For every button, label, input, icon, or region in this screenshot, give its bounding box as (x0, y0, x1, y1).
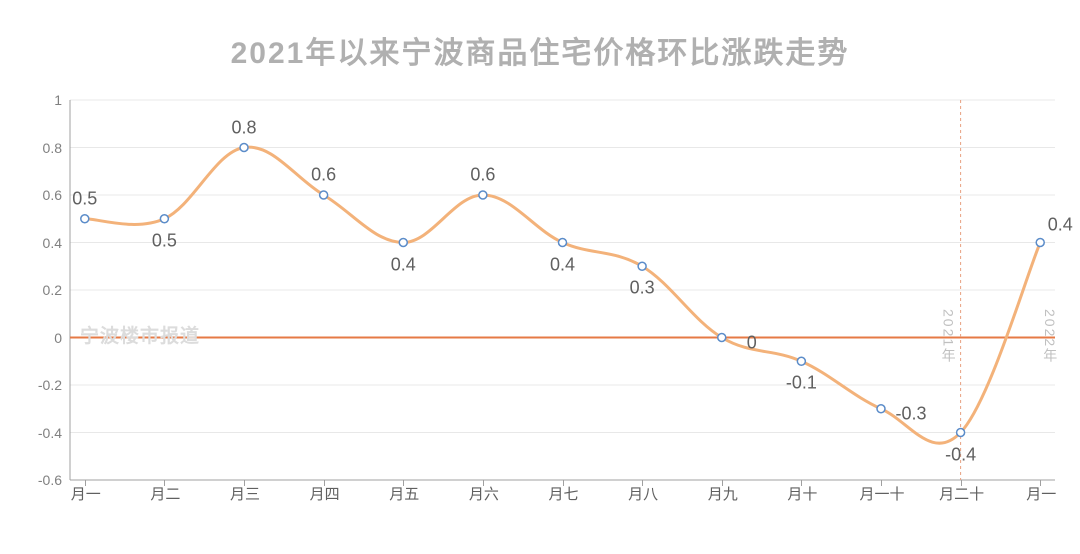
x-tick-label: 四月 (309, 486, 339, 501)
y-tick-label: 0.6 (43, 187, 62, 203)
chart-title: 2021年以来宁波商品住宅价格环比涨跌走势 (20, 10, 1060, 82)
x-tick-label: 十月 (786, 486, 816, 501)
data-label: 0.6 (311, 165, 336, 186)
data-label: 0.8 (232, 117, 257, 138)
data-label: 0.5 (152, 230, 177, 251)
y-tick-label: 0 (54, 330, 62, 346)
data-label: 0.4 (1048, 214, 1073, 235)
y-tick-label: -0.6 (38, 472, 62, 488)
x-tick-label: 三月 (229, 486, 259, 501)
data-label: -0.4 (945, 444, 976, 465)
x-tick-label: 一月 (70, 486, 100, 501)
x-tick-label: 七月 (548, 486, 578, 501)
x-tick-label: 八月 (627, 486, 657, 501)
y-tick-label: 1 (54, 92, 62, 108)
y-tick-label: 0.2 (43, 282, 62, 298)
data-label: 0.6 (470, 165, 495, 186)
x-tick-label: 六月 (468, 486, 498, 501)
chart-container: 2021年以来宁波商品住宅价格环比涨跌走势 0.5 0.5 0.8 0.6 0.4 0.6… (0, 0, 1080, 554)
data-label: 0.4 (391, 254, 416, 275)
year-label-right: 2022年 (1040, 309, 1060, 364)
x-tick-label: 十一月 (858, 486, 903, 501)
y-tick-label: -0.4 (38, 425, 62, 441)
y-tick-label: -0.2 (38, 377, 62, 393)
data-label: -0.1 (786, 373, 817, 394)
data-label: 0.5 (72, 188, 97, 209)
x-tick-label: 五月 (388, 486, 418, 501)
x-tick-label: 二月 (149, 486, 179, 501)
y-tick-label: 0.8 (43, 140, 62, 156)
data-label: -0.3 (895, 403, 926, 424)
data-label: 0.3 (630, 278, 655, 299)
x-tick-label: 九月 (707, 486, 737, 501)
year-label-left: 2021年 (939, 309, 959, 364)
plot-area: 0.50.50.80.60.40.60.40.30-0.1-0.3-0.40.4… (70, 100, 1055, 480)
data-label: 0 (747, 332, 757, 353)
x-tick-label: 一月 (1025, 486, 1055, 501)
x-tick-label: 十二月 (938, 486, 983, 501)
y-tick-label: 0.4 (43, 235, 62, 251)
data-label: 0.4 (550, 254, 575, 275)
